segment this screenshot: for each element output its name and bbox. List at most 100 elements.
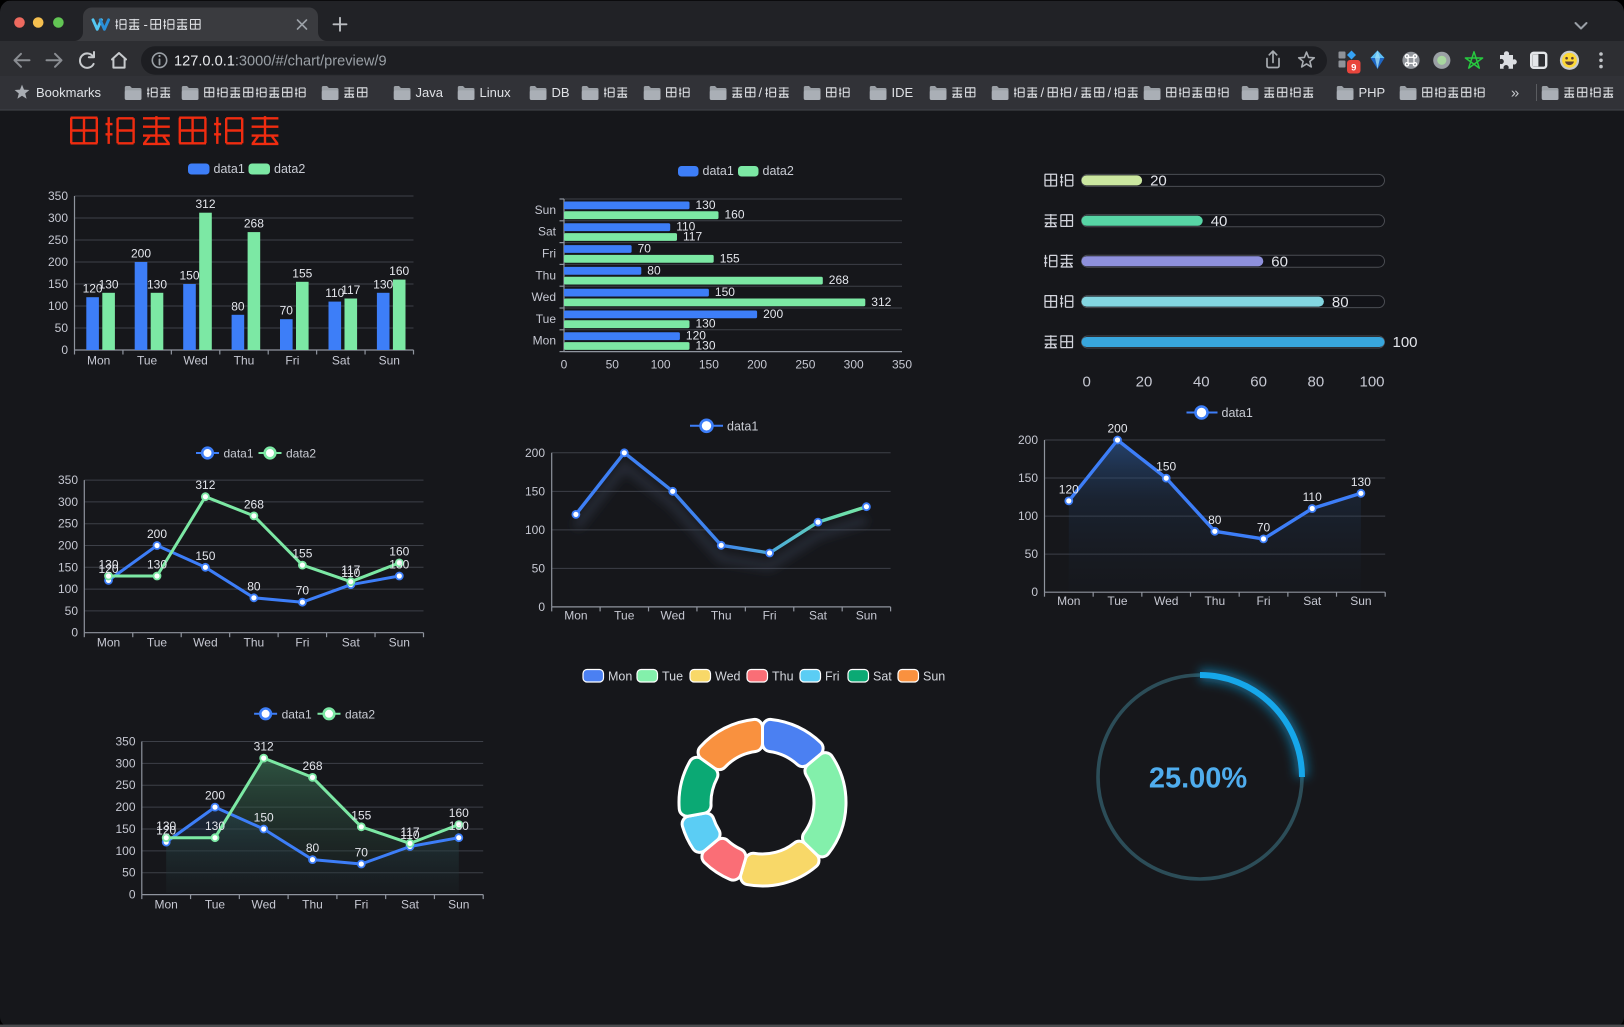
svg-text:Mon: Mon — [97, 636, 120, 650]
svg-text:data1: data1 — [1222, 406, 1253, 420]
svg-text:150: 150 — [525, 484, 545, 498]
svg-text:127.0.0.1:3000/#/chart/preview: 127.0.0.1:3000/#/chart/preview/9 — [174, 53, 387, 69]
svg-text:200: 200 — [1018, 433, 1038, 447]
svg-text:Sat: Sat — [873, 670, 892, 684]
svg-text:Wed: Wed — [660, 609, 684, 623]
svg-text:130: 130 — [696, 317, 716, 331]
svg-text:150: 150 — [179, 269, 199, 283]
svg-text:150: 150 — [48, 277, 68, 291]
svg-text:Sat: Sat — [332, 354, 351, 368]
svg-text:200: 200 — [147, 527, 167, 541]
svg-text:250: 250 — [48, 233, 68, 247]
svg-text:9: 9 — [1351, 63, 1356, 74]
svg-text:0: 0 — [538, 600, 545, 614]
svg-text:0: 0 — [129, 888, 136, 902]
svg-text:130: 130 — [696, 198, 716, 212]
svg-text:100: 100 — [1359, 374, 1384, 391]
svg-text:268: 268 — [829, 273, 849, 287]
svg-text:120: 120 — [83, 282, 103, 296]
svg-text:200: 200 — [205, 789, 225, 803]
svg-text:110: 110 — [676, 220, 695, 234]
svg-text:Tue: Tue — [614, 609, 635, 623]
svg-text:60: 60 — [1250, 374, 1267, 391]
svg-text:117: 117 — [341, 563, 360, 577]
svg-text:Tue: Tue — [1107, 594, 1128, 608]
svg-text:Fri: Fri — [285, 354, 299, 368]
svg-text:-: - — [144, 17, 148, 32]
svg-text:Mon: Mon — [155, 898, 178, 912]
svg-text:150: 150 — [1156, 460, 1176, 474]
svg-text:50: 50 — [55, 321, 69, 335]
svg-text:Fri: Fri — [295, 636, 309, 650]
svg-text:/: / — [1108, 85, 1112, 100]
svg-text:250: 250 — [115, 778, 135, 792]
svg-text:155: 155 — [720, 251, 740, 265]
svg-text:data1: data1 — [282, 707, 312, 721]
svg-text:Sun: Sun — [389, 636, 410, 650]
svg-text:25.00%: 25.00% — [1149, 763, 1248, 795]
svg-text:268: 268 — [244, 217, 264, 231]
svg-text:Fri: Fri — [354, 898, 368, 912]
svg-text:Mon: Mon — [1057, 594, 1080, 608]
svg-text:312: 312 — [871, 295, 891, 309]
svg-text:Sat: Sat — [401, 898, 420, 912]
svg-text:Sun: Sun — [379, 354, 400, 368]
svg-text:Mon: Mon — [87, 354, 110, 368]
svg-text:Mon: Mon — [533, 334, 556, 348]
svg-text:130: 130 — [1351, 475, 1371, 489]
svg-text:Sat: Sat — [538, 225, 557, 239]
svg-text:130: 130 — [373, 277, 393, 291]
svg-text:300: 300 — [58, 495, 78, 509]
svg-text:130: 130 — [205, 819, 225, 833]
svg-text:110: 110 — [341, 566, 360, 580]
svg-text:/: / — [759, 85, 763, 100]
svg-text:150: 150 — [1018, 471, 1038, 485]
svg-text:300: 300 — [844, 358, 864, 372]
svg-text:110: 110 — [400, 828, 419, 842]
svg-text:Tue: Tue — [205, 898, 226, 912]
svg-text:Tue: Tue — [536, 312, 557, 326]
svg-text:50: 50 — [532, 561, 546, 575]
svg-text:70: 70 — [1257, 520, 1271, 534]
svg-text:40: 40 — [1211, 213, 1228, 230]
svg-text:Sat: Sat — [1303, 594, 1322, 608]
svg-text:data1: data1 — [214, 162, 245, 176]
svg-text:Wed: Wed — [1154, 594, 1178, 608]
svg-text:130: 130 — [147, 558, 167, 572]
svg-text:Tue: Tue — [137, 354, 158, 368]
svg-text:Fri: Fri — [763, 609, 777, 623]
svg-text:0: 0 — [1083, 374, 1091, 391]
svg-text:Thu: Thu — [711, 609, 732, 623]
svg-text:100: 100 — [1393, 334, 1418, 351]
svg-text:0: 0 — [1031, 585, 1038, 599]
svg-text:50: 50 — [122, 866, 136, 880]
svg-text:20: 20 — [1150, 173, 1167, 190]
svg-text:155: 155 — [351, 808, 371, 822]
svg-text:Thu: Thu — [302, 898, 323, 912]
svg-text:350: 350 — [115, 735, 135, 749]
svg-text:50: 50 — [606, 358, 620, 372]
svg-text:Bookmarks: Bookmarks — [36, 85, 102, 100]
svg-text:150: 150 — [115, 822, 135, 836]
svg-text:IDE: IDE — [892, 85, 914, 100]
svg-text:200: 200 — [58, 539, 78, 553]
svg-text:data1: data1 — [703, 164, 734, 178]
svg-text:120: 120 — [98, 562, 118, 576]
svg-text:250: 250 — [795, 358, 815, 372]
svg-text:350: 350 — [48, 189, 68, 203]
svg-text:312: 312 — [195, 197, 215, 211]
svg-text:160: 160 — [389, 264, 409, 278]
svg-text:160: 160 — [725, 208, 745, 222]
svg-text:Thu: Thu — [772, 670, 794, 684]
svg-text:/: / — [1074, 85, 1078, 100]
svg-text:150: 150 — [254, 811, 274, 825]
svg-text:200: 200 — [115, 800, 135, 814]
svg-text:160: 160 — [389, 544, 409, 558]
svg-text:data2: data2 — [345, 707, 375, 721]
svg-text:120: 120 — [686, 329, 706, 343]
svg-text:130: 130 — [449, 819, 469, 833]
svg-text:70: 70 — [638, 242, 652, 256]
svg-text:100: 100 — [1018, 509, 1038, 523]
svg-text:data2: data2 — [763, 164, 794, 178]
svg-text:150: 150 — [715, 285, 735, 299]
